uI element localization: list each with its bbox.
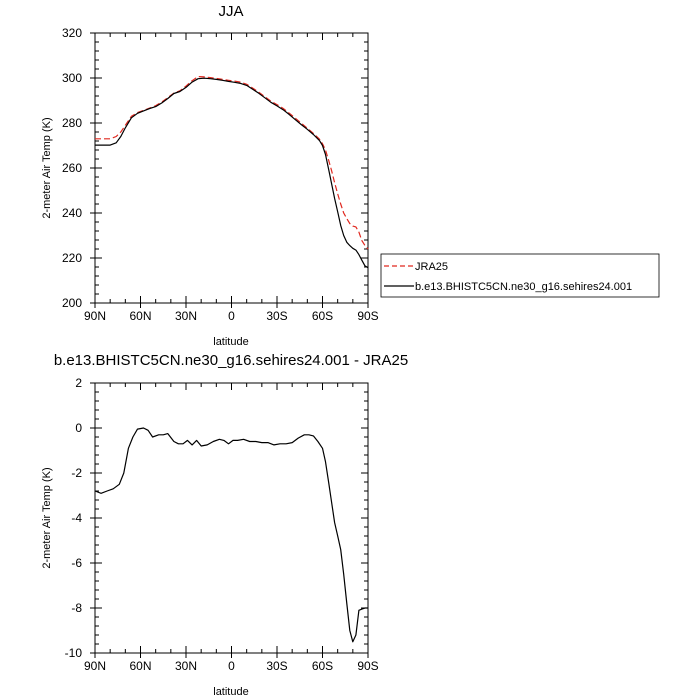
series-line-0-1	[95, 77, 369, 269]
x-tick-label: 90N	[84, 309, 106, 323]
chart-title-jja: JJA	[218, 3, 243, 20]
y-tick-label: -2	[71, 466, 82, 480]
y-tick-label: 0	[75, 421, 82, 435]
plot-frame	[94, 382, 369, 654]
x-tick-label: 30S	[266, 309, 287, 323]
legend: JRA25 b.e13.BHISTC5CN.ne30_g16.sehires24…	[380, 253, 660, 298]
y-tick-label: 260	[62, 161, 82, 175]
series-line-1-0	[94, 427, 368, 643]
y-tick-label: 240	[62, 206, 82, 220]
x-tick-label: 90S	[357, 659, 378, 673]
x-tick-label: 30N	[175, 659, 197, 673]
x-tick-label: 60S	[312, 659, 333, 673]
x-tick-label: 30N	[175, 309, 197, 323]
y-tick-label: 320	[62, 26, 82, 40]
y-tick-label: 300	[62, 71, 82, 85]
y-tick-label: 220	[62, 251, 82, 265]
y-tick-label: 2	[75, 376, 82, 390]
x-tick-label: 90S	[357, 309, 378, 323]
x-axis-label: latitude	[213, 686, 248, 698]
x-tick-label: 30S	[266, 659, 287, 673]
legend-label-jra25: JRA25	[415, 261, 448, 273]
x-tick-label: 90N	[84, 659, 106, 673]
plot-frame	[94, 32, 369, 304]
legend-label-model: b.e13.BHISTC5CN.ne30_g16.sehires24.001	[415, 281, 632, 293]
y-tick-label: -4	[71, 511, 82, 525]
y-tick-label: 280	[62, 116, 82, 130]
x-tick-label: 60S	[312, 309, 333, 323]
x-tick-label: 0	[228, 659, 235, 673]
y-tick-label: 200	[62, 296, 82, 310]
top-panel: JJA 90N 60N 30N 0 30S 60S 90S 200 220 240 260 280 30…	[41, 3, 379, 348]
y-axis-label: 2-meter Air Temp (K)	[41, 467, 53, 568]
y-axis-label: 2-meter Air Temp (K)	[41, 117, 53, 218]
y-tick-label: -10	[65, 646, 83, 660]
x-tick-label: 0	[228, 309, 235, 323]
x-tick-label: 60N	[129, 309, 151, 323]
chart-title-difference: b.e13.BHISTC5CN.ne30_g16.sehires24.001 -…	[54, 352, 408, 369]
y-tick-label: -8	[71, 601, 82, 615]
x-tick-label: 60N	[129, 659, 151, 673]
bottom-panel: b.e13.BHISTC5CN.ne30_g16.sehires24.001 -…	[41, 352, 408, 698]
x-axis-label: latitude	[213, 336, 248, 348]
y-tick-label: -6	[71, 556, 82, 570]
legend-box	[380, 253, 660, 298]
